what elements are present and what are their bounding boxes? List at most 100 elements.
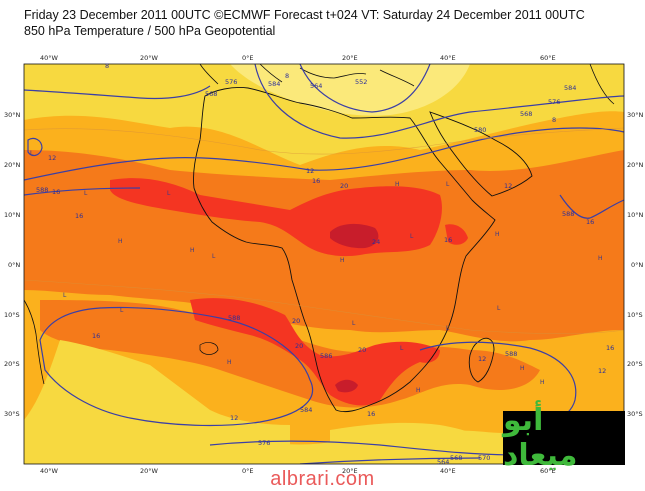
contour-576-south (209, 440, 521, 456)
contour-564 (299, 64, 431, 113)
forecast-title: Friday 23 December 2011 00UTC ©ECMWF For… (24, 8, 585, 22)
madagascar-coastline (468, 337, 495, 383)
temp-label: 24 (372, 238, 380, 246)
contour-570-south (299, 457, 481, 464)
lon-label: 40°E (440, 54, 456, 62)
geopotential-label: 588 (562, 210, 574, 218)
contour-588-north (24, 187, 141, 196)
temp-label: 8 (285, 72, 289, 80)
geopotential-label: 588 (36, 186, 48, 194)
low-marker: L (497, 305, 501, 312)
low-marker: L (352, 320, 356, 327)
low-marker: L (446, 181, 450, 188)
high-marker: H (190, 247, 195, 254)
temp-field-very-hot-east (445, 224, 468, 245)
lat-label: 10°N (627, 211, 644, 219)
geopotential-label: 588 (228, 314, 240, 322)
lat-label: 20°S (627, 360, 643, 368)
temp-label: 8 (552, 116, 556, 124)
low-marker: L (400, 345, 404, 352)
site-watermark: albrari.com (270, 468, 375, 490)
europe-coastline (199, 64, 415, 87)
lon-label: 20°E (342, 54, 358, 62)
lon-label: 20°W (140, 54, 159, 62)
temp-field-cold-north (230, 64, 470, 116)
temp-label: 16 (75, 212, 83, 220)
contour-west-loop (27, 137, 43, 157)
temperature-labels: 8 8 8 12 16 16 12 16 20 24 20 20 20 16 1… (48, 62, 614, 422)
temp-field-cool-south (24, 340, 290, 464)
map-frame (23, 63, 625, 465)
high-marker: H (395, 181, 400, 188)
contour-576-west (24, 85, 211, 100)
temp-field-hot-south (40, 300, 540, 408)
latitude-labels-left: 30°N 20°N 10°N 0°N 10°S 20°S 30°S (4, 111, 21, 418)
high-marker: H (227, 359, 232, 366)
lon-label: 60°E (540, 54, 556, 62)
lon-label: 0°E (242, 54, 254, 62)
high-marker: H (598, 255, 603, 262)
low-marker: L (167, 190, 171, 197)
temp-label: 20 (292, 317, 300, 325)
temp-label: 12 (598, 367, 606, 375)
high-marker: H (416, 387, 421, 394)
temp-field-extreme-south (335, 379, 358, 393)
temp-label: 16 (606, 344, 614, 352)
temp-label: 12 (504, 182, 512, 190)
geopotential-label: 586 (320, 352, 332, 360)
contour-588-east (559, 194, 624, 219)
temp-label: 12 (48, 154, 56, 162)
geopotential-label: 568 (205, 90, 217, 98)
lat-label: 20°S (4, 360, 20, 368)
temp-field-extreme-north (330, 223, 379, 249)
low-marker: L (84, 190, 88, 197)
low-marker: L (410, 233, 414, 240)
geopotential-label: 576 (258, 439, 270, 447)
pressure-system-markers: L L L L L L L L L L L L H H H H H H H H … (30, 150, 603, 394)
geopotential-label: 580 (474, 126, 486, 134)
geopotential-label: 576 (548, 98, 560, 106)
high-marker: H (118, 238, 123, 245)
arabia-coastline (429, 111, 533, 197)
low-marker: L (212, 253, 216, 260)
logo: أبو ميعاد (503, 403, 625, 473)
high-marker: H (495, 231, 500, 238)
temp-label: 16 (92, 332, 100, 340)
contour-568-south (39, 306, 314, 427)
geopotential-label: 588 (505, 350, 517, 358)
geopotential-label: 584 (300, 406, 312, 414)
low-marker: L (63, 292, 67, 299)
geopotential-label: 570 (478, 454, 490, 462)
high-marker: H (340, 257, 345, 264)
geopotential-label: 568 (520, 110, 532, 118)
low-marker: L (120, 307, 124, 314)
lat-label: 30°S (4, 410, 20, 418)
temp-label: 12 (230, 414, 238, 422)
geopotential-label: 584 (268, 80, 280, 88)
india-coastline (589, 64, 615, 105)
lat-label: 30°N (627, 111, 644, 119)
temp-field-very-hot-south (190, 298, 440, 406)
south-america-coastline (24, 299, 45, 385)
africa-coastline (193, 87, 496, 413)
lon-label: 60°E (540, 467, 556, 475)
lon-label: 40°E (440, 467, 456, 475)
temp-label: 12 (306, 167, 314, 175)
lat-label: 10°S (627, 311, 643, 319)
geopotential-label: 564 (310, 82, 322, 90)
temp-label: 16 (52, 188, 60, 196)
lat-label: 0°N (8, 261, 20, 269)
low-marker: L (446, 325, 450, 332)
lat-label: 20°N (627, 161, 644, 169)
temp-label: 16 (312, 177, 320, 185)
lat-label: 10°S (4, 311, 20, 319)
longitude-labels-top: 40°W 20°W 0°E 20°E 40°E 60°E (40, 54, 556, 62)
geopotential-label: 584 (564, 84, 576, 92)
temperature-contours (24, 127, 624, 335)
lon-label: 40°W (40, 54, 59, 62)
geopotential-contours (24, 64, 624, 464)
lon-label: 20°E (342, 467, 358, 475)
temp-field-cool-south-east (330, 422, 505, 464)
contour-584 (24, 127, 624, 181)
